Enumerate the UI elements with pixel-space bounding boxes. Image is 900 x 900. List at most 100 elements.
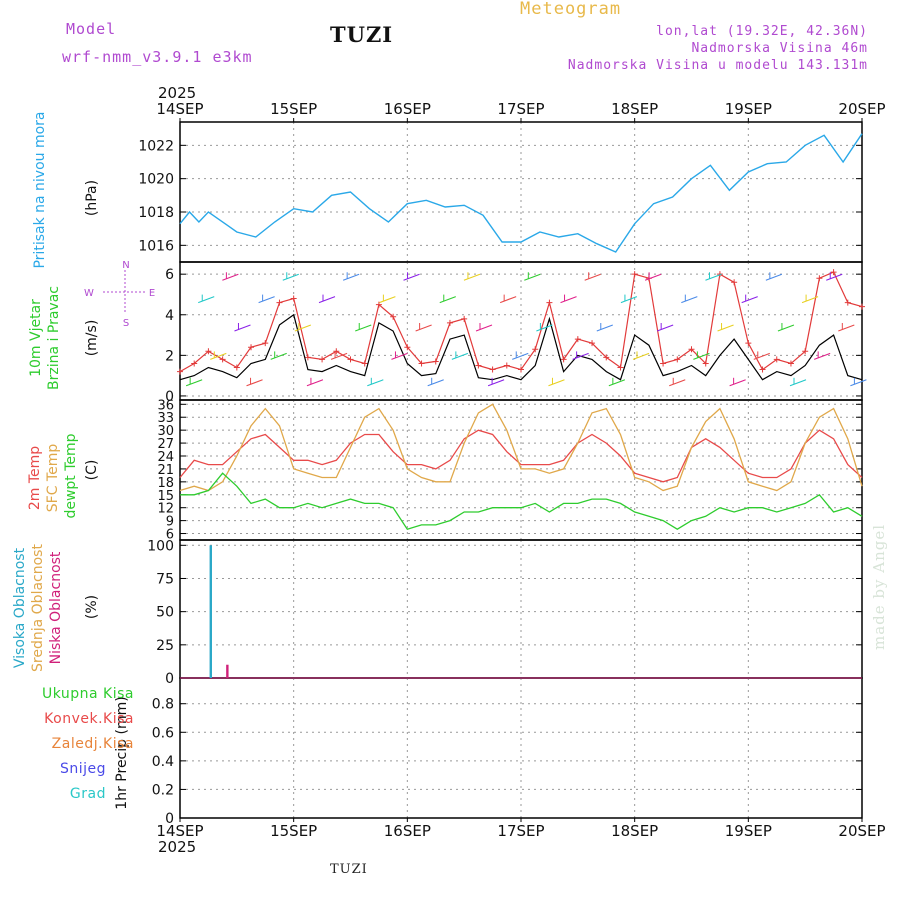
wind-gust-point bbox=[461, 315, 468, 322]
wind-gust-point bbox=[660, 360, 667, 367]
compass-west: W bbox=[84, 288, 94, 299]
wind-gust-point bbox=[560, 356, 567, 363]
wind-arrow bbox=[826, 273, 843, 281]
wind-arrow bbox=[536, 324, 553, 332]
cloud-bar-niska bbox=[226, 664, 229, 678]
ytick-label: 1016 bbox=[138, 238, 174, 254]
ytick-label: 100 bbox=[147, 538, 174, 554]
wind-arrow bbox=[487, 379, 505, 387]
wind-arrow bbox=[210, 352, 227, 360]
wind-gust-point bbox=[503, 362, 510, 369]
wind-arrow bbox=[765, 273, 783, 281]
ytick-label: 36 bbox=[157, 398, 174, 413]
wind-gust-point bbox=[205, 348, 212, 355]
wind-arrow bbox=[367, 379, 384, 387]
wind-arrow bbox=[693, 352, 710, 360]
ytick-label: 0.4 bbox=[152, 754, 174, 770]
wind-gust-point bbox=[233, 364, 240, 371]
precip-legend-hail: Grad bbox=[69, 786, 106, 802]
panel-0-frame bbox=[179, 121, 863, 263]
panel-4-grid: 0 0.2 0.4 0.6 0.8 bbox=[152, 677, 863, 827]
panel-1-grid: 0 2 4 6 bbox=[165, 261, 863, 405]
ytick-label: 2 bbox=[165, 348, 174, 364]
wind-arrow bbox=[246, 379, 263, 387]
wind-gust-point bbox=[688, 346, 695, 353]
wind-gust-point bbox=[290, 295, 297, 302]
wind-arrow bbox=[717, 324, 734, 332]
year-bottom: 2025 bbox=[158, 838, 197, 856]
wind-gust-point bbox=[390, 313, 397, 320]
time-label-top: 20SEP bbox=[838, 100, 885, 118]
compass-north: N bbox=[122, 260, 129, 271]
wind-gust-point bbox=[248, 344, 255, 351]
wind-arrow bbox=[789, 379, 807, 387]
wind-arrow bbox=[572, 352, 589, 360]
compass-south: S bbox=[123, 318, 129, 329]
precip-legend-frozen: Zaledj.Kisa bbox=[51, 736, 134, 752]
wind-gust-point bbox=[759, 366, 766, 373]
wind-arrow bbox=[391, 352, 408, 360]
panel-3-grid: 0 25 50 75 100 bbox=[147, 538, 863, 687]
wind-gust-point bbox=[276, 299, 283, 306]
wind-arrow bbox=[705, 273, 722, 281]
wind-gust-point bbox=[574, 336, 581, 343]
ytick-label: 15 bbox=[157, 489, 174, 504]
wind-arrow bbox=[475, 324, 493, 332]
panel-3-frame bbox=[179, 539, 863, 679]
compass-east: E bbox=[149, 288, 155, 299]
wind-gust-point bbox=[603, 354, 610, 361]
wind-arrow bbox=[512, 352, 529, 360]
panel-4-frame bbox=[179, 677, 863, 819]
wind-gust-point bbox=[773, 356, 780, 363]
wind-gust-point bbox=[219, 356, 226, 363]
ytick-label: 0 bbox=[165, 811, 174, 827]
wind-gust-point bbox=[432, 358, 439, 365]
wind-arrow bbox=[741, 296, 758, 304]
time-label-bottom: 17SEP bbox=[497, 822, 544, 840]
temp-line-sfc-temp bbox=[179, 403, 863, 492]
wind-arrow bbox=[632, 352, 650, 360]
wind-arrow bbox=[608, 379, 626, 387]
wind-arrow bbox=[282, 273, 299, 281]
wind-gust-point bbox=[546, 299, 553, 306]
pressure-line bbox=[179, 133, 863, 253]
time-label-bottom: 18SEP bbox=[611, 822, 658, 840]
wind-arrow bbox=[294, 324, 312, 332]
ytick-label: 21 bbox=[157, 463, 174, 478]
wind-arrow bbox=[439, 296, 456, 304]
wind-gust-point bbox=[802, 348, 809, 355]
ytick-label: 0.6 bbox=[152, 725, 174, 741]
wind-arrow bbox=[355, 324, 372, 332]
panel-0-grid: 1016 1018 1020 1022 bbox=[138, 121, 863, 263]
wind-arrow bbox=[669, 379, 686, 387]
wind-gust-point bbox=[859, 303, 865, 310]
footer-station: TUZI bbox=[330, 862, 368, 877]
wind-gust-point bbox=[731, 279, 738, 286]
time-label-top: 14SEP bbox=[156, 100, 203, 118]
wind-gust-point bbox=[375, 301, 382, 308]
wind-arrow bbox=[656, 324, 674, 332]
wind-arrow bbox=[234, 324, 251, 332]
wind-arrow bbox=[838, 324, 855, 332]
wind-arrow bbox=[330, 352, 348, 360]
wind-speed-line bbox=[179, 313, 863, 381]
wind-gust-point bbox=[177, 368, 183, 375]
time-label-top: 18SEP bbox=[611, 100, 658, 118]
ytick-label: 1018 bbox=[138, 205, 174, 221]
wind-gust-point bbox=[787, 360, 794, 367]
station-title: TUZI bbox=[330, 22, 394, 47]
wind-arrow bbox=[813, 352, 831, 360]
wind-gust-point bbox=[702, 360, 709, 367]
wind-arrow bbox=[753, 352, 770, 360]
year-top: 2025 bbox=[158, 84, 197, 102]
lonlat-label: lon,lat (19.32E, 42.36N) bbox=[656, 24, 868, 39]
meteogram-label: Meteogram bbox=[520, 0, 622, 19]
panel-2-frame bbox=[179, 399, 863, 541]
ytick-label: 18 bbox=[157, 476, 174, 491]
wind-arrow bbox=[379, 296, 396, 304]
precip-legend-snow: Snijeg bbox=[59, 761, 106, 777]
wind-gust-point bbox=[262, 340, 269, 347]
wind-arrow bbox=[548, 379, 565, 387]
